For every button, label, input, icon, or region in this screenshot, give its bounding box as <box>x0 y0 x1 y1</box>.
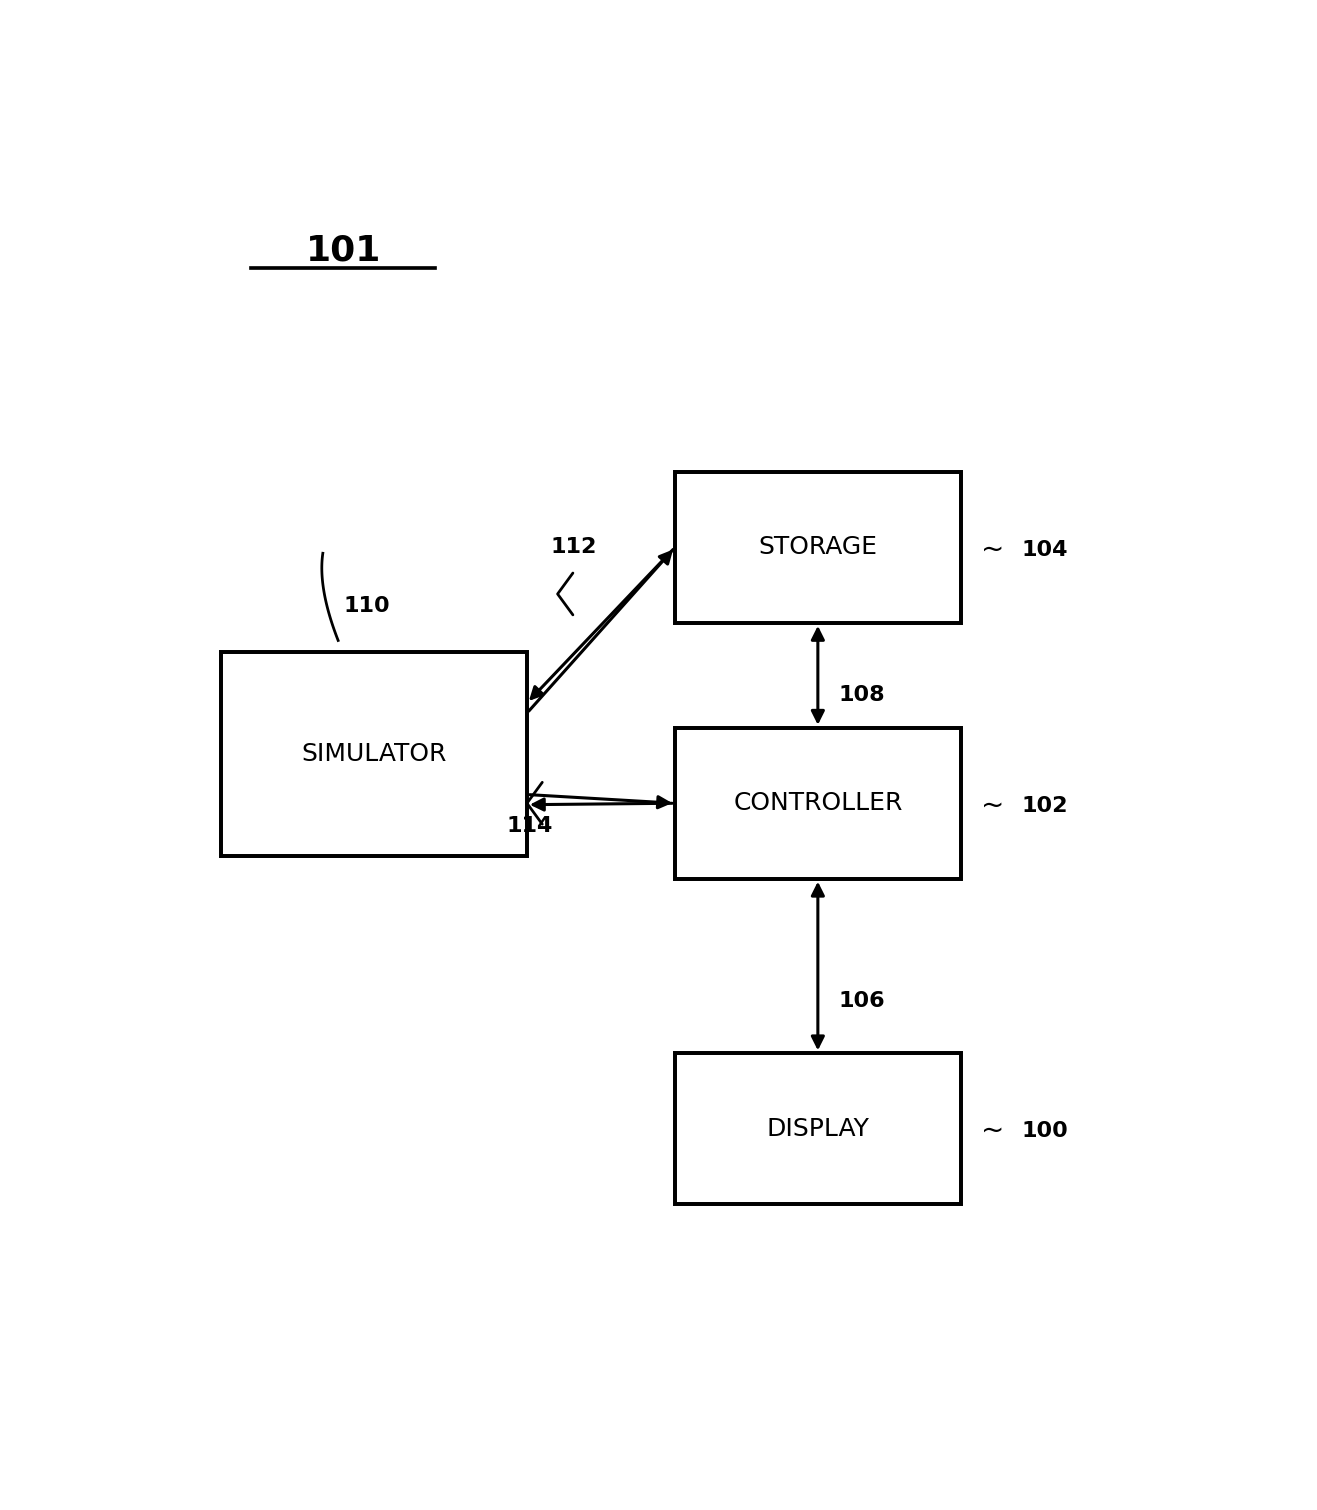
Bar <box>674 471 961 624</box>
Text: STORAGE: STORAGE <box>759 536 877 559</box>
Text: ~: ~ <box>981 1117 1005 1145</box>
Text: CONTROLLER: CONTROLLER <box>734 791 902 815</box>
Bar <box>674 1054 961 1205</box>
Bar <box>674 728 961 879</box>
Text: DISPLAY: DISPLAY <box>766 1117 869 1140</box>
Text: 102: 102 <box>1022 796 1068 815</box>
Text: 110: 110 <box>344 595 390 616</box>
Text: 100: 100 <box>1022 1120 1068 1142</box>
Text: SIMULATOR: SIMULATOR <box>302 741 446 766</box>
Text: 114: 114 <box>507 817 553 837</box>
Text: 101: 101 <box>306 234 381 267</box>
Text: 112: 112 <box>551 538 597 557</box>
Text: ~: ~ <box>981 791 1005 820</box>
Text: ~: ~ <box>981 536 1005 563</box>
Bar <box>221 652 527 856</box>
Text: 104: 104 <box>1022 539 1068 560</box>
Text: 106: 106 <box>838 991 885 1010</box>
Text: 108: 108 <box>838 686 885 705</box>
